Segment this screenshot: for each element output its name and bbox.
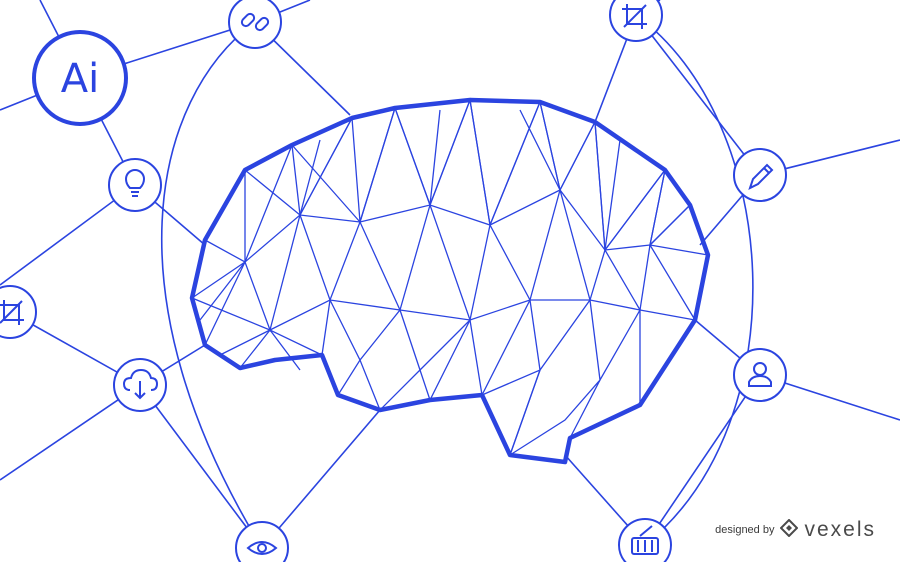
ai-badge-label: Ai [61,56,99,102]
basket-icon [618,518,672,562]
lightbulb-icon [108,158,162,212]
brain-outline [189,97,711,465]
pencil-icon [733,148,787,202]
brain-mesh [191,97,709,457]
eye-icon [235,521,289,562]
network-lines [0,0,900,549]
vexels-logo-icon [780,518,799,541]
cloud-download-icon [113,358,167,412]
user-icon [733,348,787,402]
watermark-brand: vexels [804,518,876,541]
ai-badge: Ai [32,30,128,126]
crop-icon-top [609,0,663,42]
watermark-prefix: designed by [715,524,775,536]
vexels-watermark: designed by vexels [715,518,876,542]
link-icon [228,0,282,49]
crop-icon-left [0,285,37,339]
